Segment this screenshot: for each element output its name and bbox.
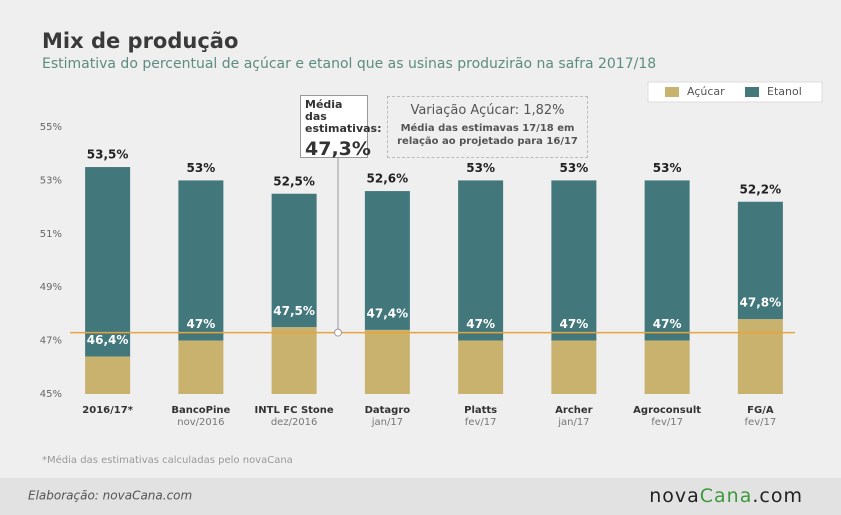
- value-label: 47,8%: [740, 296, 782, 310]
- value-label: 52,5%: [273, 174, 315, 188]
- value-label: 46,4%: [87, 333, 129, 347]
- x-tick-label: Datagro: [365, 405, 411, 416]
- value-label: 52,2%: [740, 182, 782, 196]
- value-label: 47%: [560, 317, 589, 331]
- bar-acucar: [271, 327, 317, 394]
- y-tick-label: 51%: [40, 229, 62, 240]
- value-label: 53%: [560, 161, 589, 175]
- value-label: 53%: [187, 161, 216, 175]
- x-tick-sublabel: nov/2016: [177, 417, 224, 428]
- x-tick-sublabel: fev/17: [651, 417, 683, 428]
- x-tick-label: INTL FC Stone: [255, 405, 334, 416]
- value-label: 47%: [466, 317, 495, 331]
- x-tick-sublabel: jan/17: [557, 417, 589, 428]
- note-title: Variação Açúcar: 1,82%: [410, 103, 565, 118]
- average-box: Média das estimativas: 47,3%: [300, 95, 382, 160]
- x-tick-sublabel: dez/2016: [271, 417, 318, 428]
- bar-acucar: [737, 319, 783, 394]
- bar-acucar: [644, 340, 690, 394]
- x-tick-label: BancoPine: [171, 405, 230, 416]
- value-label: 47%: [653, 317, 682, 331]
- value-label: 47,5%: [273, 304, 315, 318]
- footnote: *Média das estimativas calculadas pelo n…: [42, 454, 293, 466]
- value-label: 47%: [187, 317, 216, 331]
- bar-etanol: [551, 180, 597, 341]
- x-tick-label: Archer: [555, 405, 593, 416]
- value-label: 53,5%: [87, 148, 129, 162]
- legend-swatch: [665, 87, 679, 97]
- x-tick-label: FG/A: [747, 405, 774, 416]
- average-marker: [334, 328, 342, 337]
- x-tick-sublabel: fev/17: [465, 417, 497, 428]
- x-tick-label: Platts: [464, 405, 497, 416]
- value-label: 53%: [653, 161, 682, 175]
- x-tick-sublabel: fev/17: [745, 417, 777, 428]
- bar-etanol: [644, 180, 690, 341]
- legend-box: [647, 81, 823, 103]
- bar-etanol: [458, 180, 504, 341]
- bar-acucar: [458, 340, 504, 394]
- x-tick-label: 2016/17*: [82, 405, 133, 416]
- bar-acucar: [178, 340, 224, 394]
- y-tick-label: 47%: [40, 336, 62, 347]
- bar-etanol: [271, 193, 317, 328]
- legend-swatch: [745, 87, 759, 97]
- value-label: 52,6%: [367, 172, 409, 186]
- chart-subtitle: Estimativa do percentual de açúcar e eta…: [42, 56, 656, 72]
- logo: novaCana.com: [649, 485, 803, 507]
- logo-part: .com: [752, 485, 803, 507]
- bar-acucar: [551, 340, 597, 394]
- note-text: Média das estimavas 17/18 em relação ao …: [397, 123, 578, 147]
- chart-title: Mix de produção: [42, 29, 238, 53]
- bar-etanol: [364, 191, 410, 330]
- bar-etanol: [85, 167, 131, 357]
- value-label: 47,4%: [367, 306, 409, 320]
- logo-part: nova: [649, 485, 700, 507]
- x-tick-sublabel: jan/17: [371, 417, 403, 428]
- footer-band: [0, 478, 841, 515]
- credit: Elaboração: novaCana.com: [28, 489, 192, 503]
- note-box: Variação Açúcar: 1,82% Média das estimav…: [387, 96, 588, 158]
- y-tick-label: 49%: [40, 282, 62, 293]
- x-tick-label: Agroconsult: [633, 405, 701, 416]
- average-title: Média das estimativas:: [305, 98, 382, 135]
- bar-acucar: [85, 356, 131, 394]
- average-label: 47,3%: [305, 138, 371, 160]
- value-label: 53%: [466, 161, 495, 175]
- logo-part: Cana: [700, 485, 753, 507]
- bar-acucar: [364, 329, 410, 394]
- legend-label: Etanol: [767, 85, 802, 98]
- y-tick-label: 45%: [40, 389, 62, 400]
- y-tick-label: 53%: [40, 175, 62, 186]
- y-tick-label: 55%: [40, 122, 62, 133]
- bar-etanol: [178, 180, 224, 341]
- bar-etanol: [737, 201, 783, 320]
- legend-label: Açúcar: [687, 85, 725, 98]
